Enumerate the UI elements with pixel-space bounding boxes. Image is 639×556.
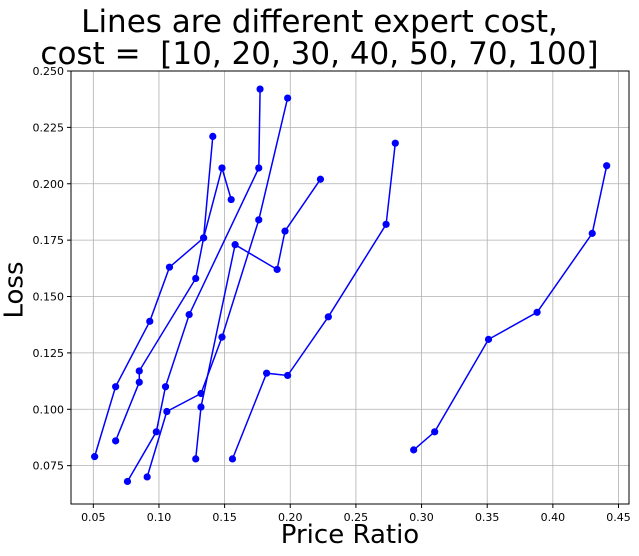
x-tick-label: 0.20 xyxy=(278,511,303,524)
data-point xyxy=(135,367,143,375)
plot-frame xyxy=(70,70,630,505)
data-point xyxy=(112,383,120,391)
data-point xyxy=(410,446,418,454)
data-point xyxy=(284,94,292,102)
data-point xyxy=(143,473,151,481)
data-point xyxy=(218,333,226,341)
data-point xyxy=(228,455,237,463)
series-line-3 xyxy=(126,88,261,482)
y-tick-label: 0.125 xyxy=(33,347,65,360)
y-tick-label: 0.250 xyxy=(33,65,65,78)
x-tick-label: 0.45 xyxy=(606,511,631,524)
data-point xyxy=(273,265,281,274)
data-point xyxy=(197,403,205,411)
y-axis-label: Loss xyxy=(0,261,30,319)
y-tick-label: 0.200 xyxy=(33,178,65,191)
y-tick-label: 0.225 xyxy=(33,121,65,134)
data-point xyxy=(146,317,154,325)
data-point xyxy=(209,132,217,141)
series-layer xyxy=(91,85,611,486)
data-point xyxy=(382,220,390,228)
x-tick-label: 0.15 xyxy=(212,511,237,524)
data-point xyxy=(255,164,263,172)
y-tick-label: 0.175 xyxy=(33,234,65,247)
data-point xyxy=(484,335,493,343)
data-point xyxy=(316,175,325,183)
series-line-1 xyxy=(93,136,214,457)
series-line-2 xyxy=(114,165,232,442)
data-point xyxy=(185,310,193,319)
x-tick-label: 0.35 xyxy=(475,511,500,524)
data-point xyxy=(123,477,132,486)
data-point xyxy=(256,85,264,93)
data-point xyxy=(391,139,399,147)
x-tick-label: 0.05 xyxy=(81,511,106,524)
data-point xyxy=(161,383,170,391)
data-point xyxy=(135,378,143,386)
data-point xyxy=(163,407,171,416)
data-point xyxy=(231,241,239,249)
series-line-4 xyxy=(146,97,289,478)
data-point xyxy=(218,164,226,172)
tick-layer: 0.05 0.10 0.15 0.20 0.25 0.30 0.35 0.40 0.45 0.07… xyxy=(33,65,631,524)
data-point xyxy=(200,234,208,242)
x-tick-label: 0.30 xyxy=(409,511,434,524)
y-tick-label: 0.100 xyxy=(33,403,65,416)
data-point xyxy=(112,437,120,445)
x-tick-label: 0.40 xyxy=(541,511,566,524)
data-point xyxy=(603,162,611,170)
x-tick-label: 0.25 xyxy=(344,511,369,524)
data-point xyxy=(91,453,99,461)
data-point xyxy=(192,455,200,463)
series-line-6 xyxy=(231,143,397,460)
series-line-7 xyxy=(413,165,608,451)
data-point xyxy=(227,195,235,204)
data-point xyxy=(281,227,289,235)
chart-title-line-2: cost = [10, 20, 30, 40, 50, 70, 100] xyxy=(40,36,599,72)
y-tick-label: 0.075 xyxy=(33,460,65,473)
data-point xyxy=(263,369,271,377)
data-point xyxy=(152,428,160,436)
y-tick-label: 0.150 xyxy=(33,291,65,304)
x-axis-label: Price Ratio xyxy=(280,520,420,550)
x-tick-label: 0.10 xyxy=(147,511,172,524)
grid-layer xyxy=(71,70,629,504)
series-line-5 xyxy=(194,178,322,459)
data-point xyxy=(192,274,200,283)
data-point xyxy=(284,371,292,380)
data-point xyxy=(431,428,439,436)
data-point xyxy=(588,229,596,237)
data-point xyxy=(255,216,263,224)
data-point xyxy=(165,263,174,271)
data-point xyxy=(324,313,332,321)
chart-title-line-1: Lines are different expert cost, xyxy=(81,4,558,40)
data-point xyxy=(533,308,541,316)
